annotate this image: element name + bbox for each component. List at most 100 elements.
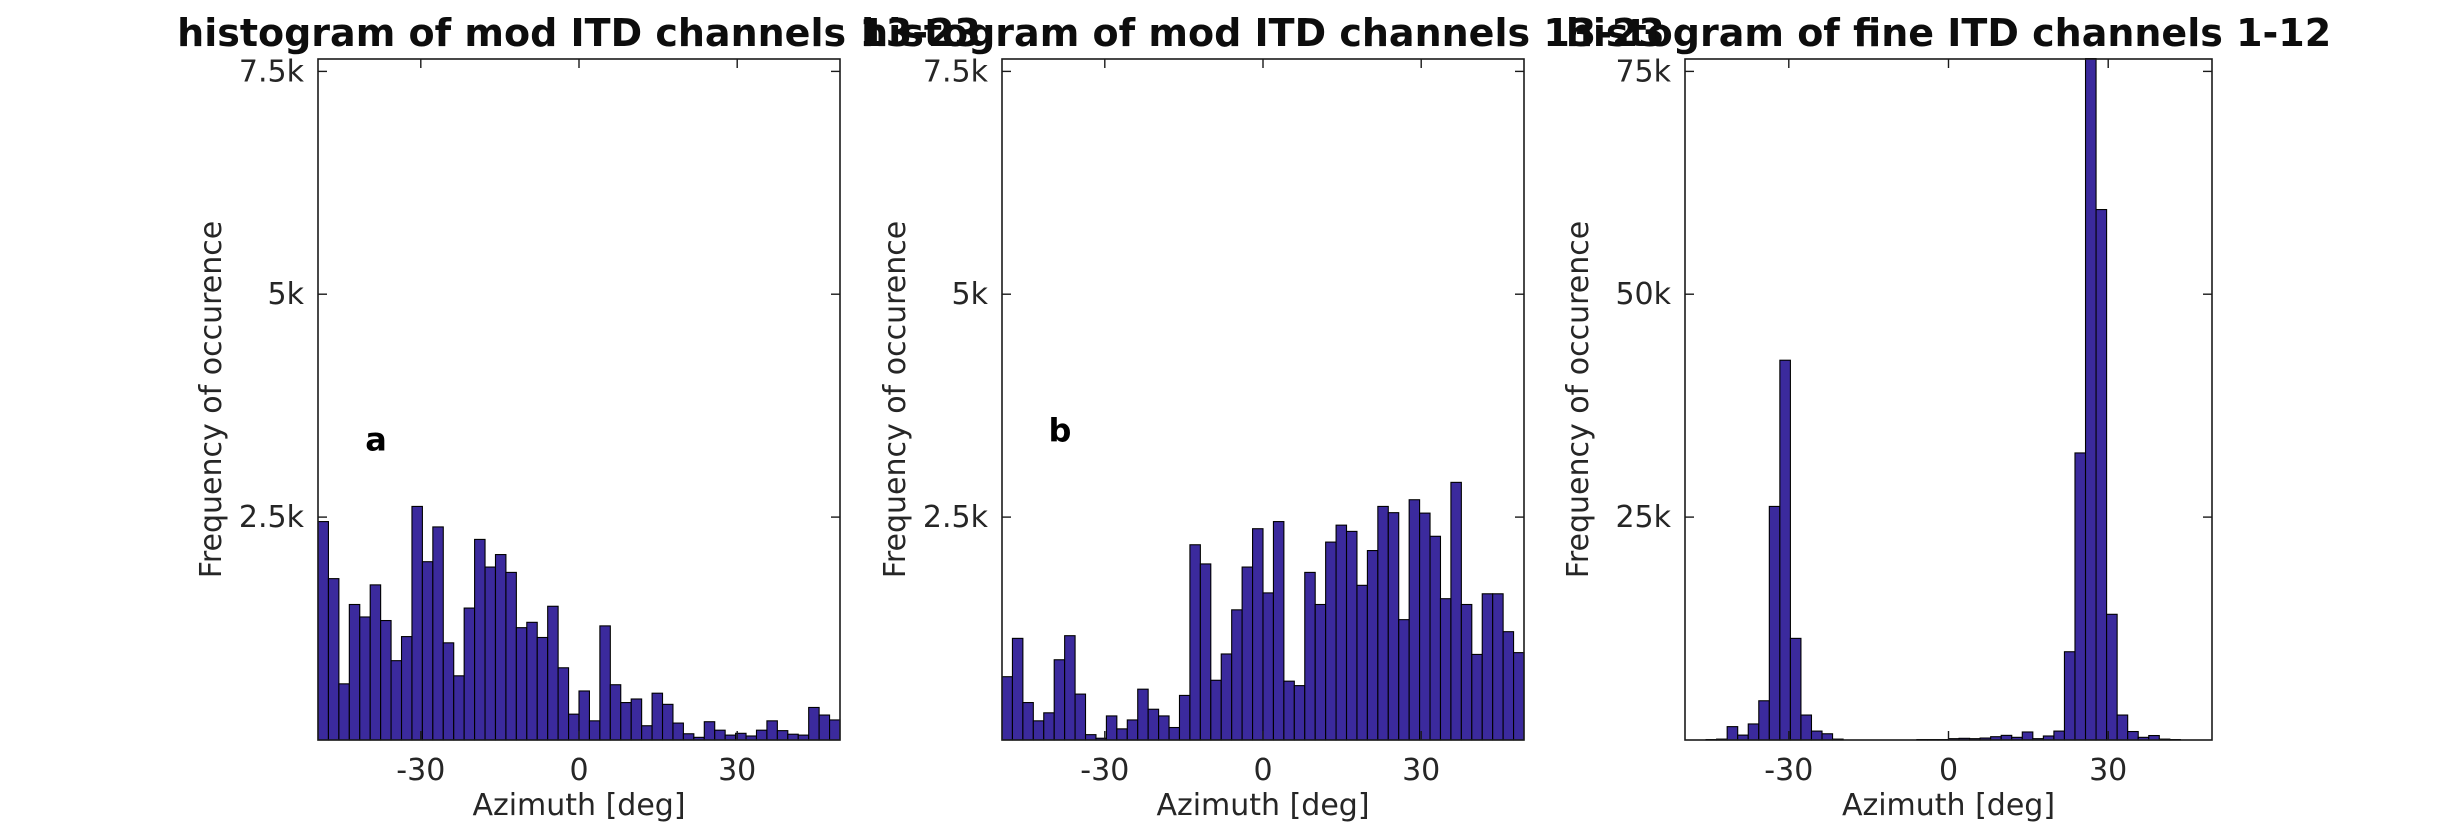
histogram-bar [2127, 730, 2139, 741]
histogram-bar [1074, 693, 1087, 741]
y-tick-label: 25k [1615, 500, 1671, 535]
histogram-bar [1147, 708, 1160, 741]
x-tick-label: -30 [396, 753, 445, 788]
histogram-bar [338, 683, 350, 741]
histogram-bar [1064, 635, 1076, 741]
histogram-bar [2095, 209, 2108, 741]
panel-b-plot-area: -30 0 30 2.5k 5k 7.5k b [923, 58, 1525, 788]
histogram-bar [515, 627, 528, 741]
y-tick-label: 50k [1615, 277, 1671, 312]
histogram-bar [1789, 637, 1802, 741]
histogram-bar [484, 566, 497, 741]
histogram-bar [1387, 512, 1400, 741]
x-tick-label: 0 [1253, 753, 1272, 788]
histogram-bar [1011, 637, 1024, 741]
histogram-bar [1460, 603, 1473, 741]
panel-a-plot-area: -30 0 30 2.5k 5k 7.5k a [239, 58, 841, 788]
histogram-bar [2074, 452, 2087, 741]
histogram-bar [369, 584, 382, 741]
histogram-bar [1377, 505, 1389, 741]
histogram-bar [1293, 685, 1306, 741]
histogram-bar [1126, 719, 1139, 741]
histogram-bar [1356, 584, 1368, 741]
histogram-bar [474, 538, 486, 741]
histogram-bar [442, 642, 455, 741]
histogram-bar [641, 725, 653, 741]
histogram-bar [1439, 598, 1452, 741]
histogram-bar [672, 722, 684, 741]
histogram-bar [1220, 653, 1233, 741]
histogram-bar [568, 713, 580, 741]
histogram-bar [1366, 550, 1379, 741]
histogram-bar [714, 729, 726, 741]
histogram-bar [453, 675, 465, 741]
histogram-bar [578, 690, 590, 741]
histogram-bar [630, 698, 643, 741]
histogram-bar [766, 720, 778, 741]
histogram-bar [1471, 653, 1483, 741]
histogram-bar [1481, 593, 1494, 741]
histogram-bar [1032, 720, 1045, 741]
histogram-bar [808, 706, 820, 741]
panel-fine-itd: histogram of fine ITD channels 1-12 Freq… [1545, 0, 2332, 833]
y-tick-label: 75k [1615, 58, 1671, 89]
histogram-bar [755, 729, 768, 741]
histogram-bar [1001, 676, 1013, 741]
panel-a-x-axis-label: Azimuth [deg] [472, 788, 686, 823]
x-tick-label: -30 [1080, 753, 1129, 788]
histogram-bar [651, 692, 664, 741]
histogram-bar [526, 621, 538, 741]
histogram-bar [2063, 651, 2076, 741]
histogram-bar [1189, 544, 1201, 741]
histogram-bar [1241, 566, 1254, 741]
histogram-bar [317, 521, 329, 741]
panel-a: histogram of mod ITD channels 13-23 Freq… [177, 0, 981, 833]
histogram-bar [327, 578, 340, 741]
histogram-bar [1053, 659, 1066, 741]
histogram-bar [1314, 603, 1327, 741]
histogram-bar [1821, 733, 1834, 741]
histogram-bar [1502, 631, 1515, 741]
histogram-bar [359, 616, 371, 741]
histogram-bar [494, 554, 507, 741]
histogram-bar [536, 636, 549, 741]
histogram-bar [432, 526, 444, 741]
histogram-bar [1304, 571, 1316, 741]
histogram-bar [776, 730, 789, 741]
annotation-label: a [365, 420, 387, 458]
histogram-bar [1335, 524, 1348, 741]
histogram-bar [1325, 541, 1337, 741]
x-tick-label: 30 [2089, 753, 2127, 788]
histogram-bar [2053, 730, 2065, 741]
histogram-bar [1768, 505, 1781, 741]
x-tick-label: 30 [718, 753, 756, 788]
histogram-bar [661, 703, 674, 741]
histogram-bar [1199, 563, 1212, 741]
histogram-bar [1450, 481, 1462, 741]
histogram-bar [1210, 679, 1222, 741]
panel-b: histogram of mod ITD channels 13-23 Freq… [861, 0, 1665, 833]
histogram-bar [829, 719, 841, 741]
histogram-bar [1178, 694, 1191, 741]
histogram-bar [818, 714, 831, 741]
x-tick-label: 0 [1939, 753, 1958, 788]
histogram-bar [2106, 613, 2118, 741]
x-tick-label: 30 [1402, 753, 1440, 788]
histogram-bar [703, 721, 716, 741]
panel-b-title: histogram of mod ITD channels 13-23 [861, 10, 1665, 56]
histogram-bar [682, 733, 695, 741]
histogram-bar [1272, 521, 1285, 741]
y-tick-label: 5k [268, 277, 305, 312]
histogram-bar [400, 636, 413, 741]
histogram-bar [1252, 528, 1264, 741]
histogram-bar [588, 720, 601, 741]
panel-b-title-text: histogram of mod ITD channels 13-23 [861, 11, 1665, 55]
histogram-bar [620, 702, 632, 741]
histogram-bar [1419, 512, 1431, 741]
panel-fine-itd-title: histogram of fine ITD channels 1-12 [1566, 10, 2331, 56]
histogram-bar [1810, 730, 1823, 741]
histogram-bar [2116, 714, 2129, 741]
histogram-bar [609, 684, 622, 741]
histogram-bar [1726, 726, 1739, 741]
